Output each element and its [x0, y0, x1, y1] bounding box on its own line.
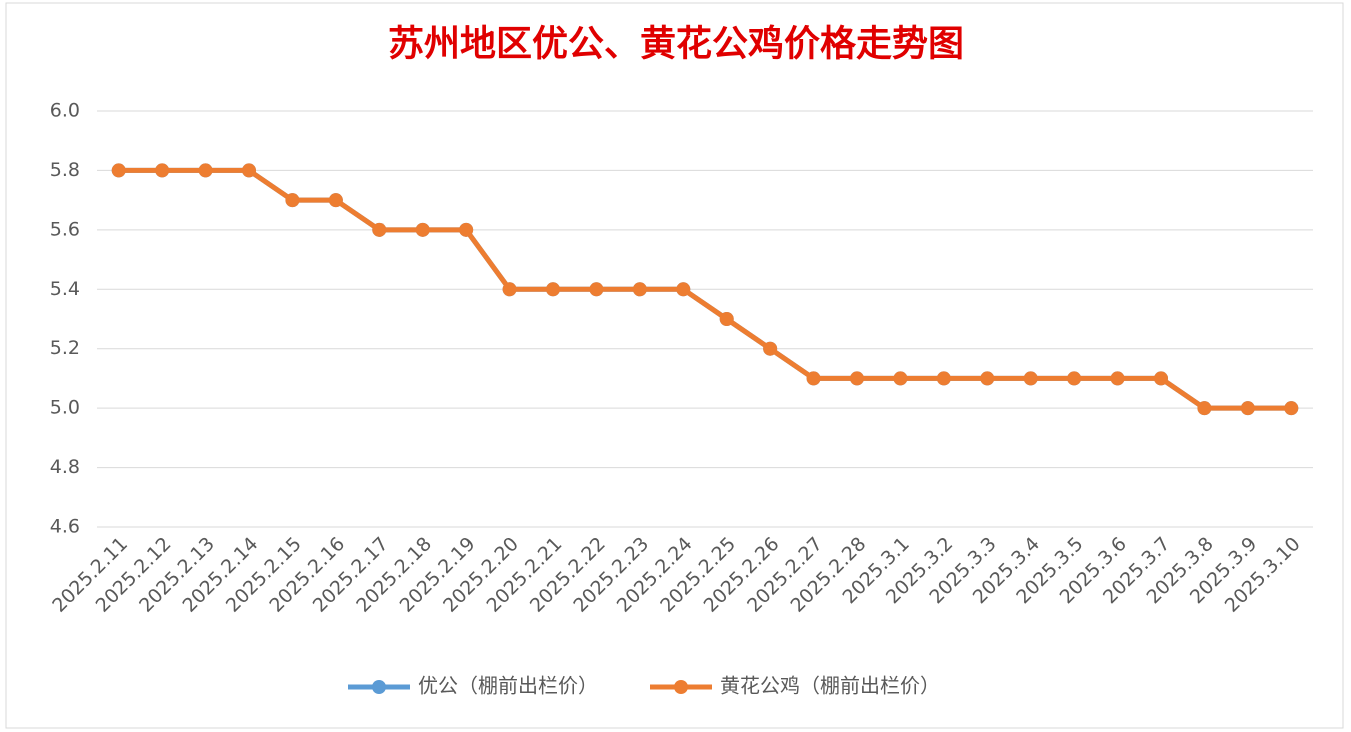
marker	[198, 163, 213, 178]
y-tick-label: 4.6	[50, 516, 80, 538]
marker	[459, 222, 474, 237]
y-tick-label: 5.6	[50, 218, 80, 240]
marker	[242, 163, 256, 178]
y-tick-label: 5.4	[50, 278, 80, 300]
marker	[589, 282, 604, 297]
marker	[546, 282, 560, 297]
legend-label: 优公（棚前出栏价）	[418, 674, 598, 698]
marker	[936, 371, 951, 386]
marker	[111, 163, 126, 178]
marker	[893, 371, 908, 386]
marker	[1197, 401, 1212, 416]
marker	[850, 371, 864, 386]
legend-marker	[674, 680, 688, 694]
y-tick-label: 5.2	[50, 337, 80, 359]
marker	[763, 341, 778, 356]
marker	[1284, 401, 1299, 416]
y-tick-label: 5.0	[50, 397, 80, 419]
marker	[1110, 371, 1125, 386]
marker	[632, 282, 647, 297]
marker	[285, 193, 300, 208]
chart-area	[5, 2, 1344, 729]
y-tick-label: 4.8	[50, 456, 80, 478]
chart-title: 苏州地区优公、黄花公鸡价格走势图	[388, 23, 964, 63]
marker	[1067, 371, 1082, 386]
marker	[980, 371, 995, 386]
marker	[415, 222, 430, 237]
legend-marker	[372, 680, 386, 694]
marker	[372, 222, 387, 237]
marker	[502, 282, 517, 297]
marker	[676, 282, 691, 297]
y-tick-label: 5.8	[50, 159, 80, 181]
marker	[1154, 371, 1168, 386]
marker	[806, 371, 821, 386]
marker	[1023, 371, 1038, 386]
marker	[719, 312, 734, 326]
series-line	[118, 167, 1292, 411]
marker	[155, 163, 170, 178]
marker	[328, 193, 343, 208]
marker	[1240, 401, 1255, 416]
legend-label: 黄花公鸡（棚前出栏价）	[720, 674, 940, 698]
y-tick-label: 6.0	[50, 100, 80, 122]
